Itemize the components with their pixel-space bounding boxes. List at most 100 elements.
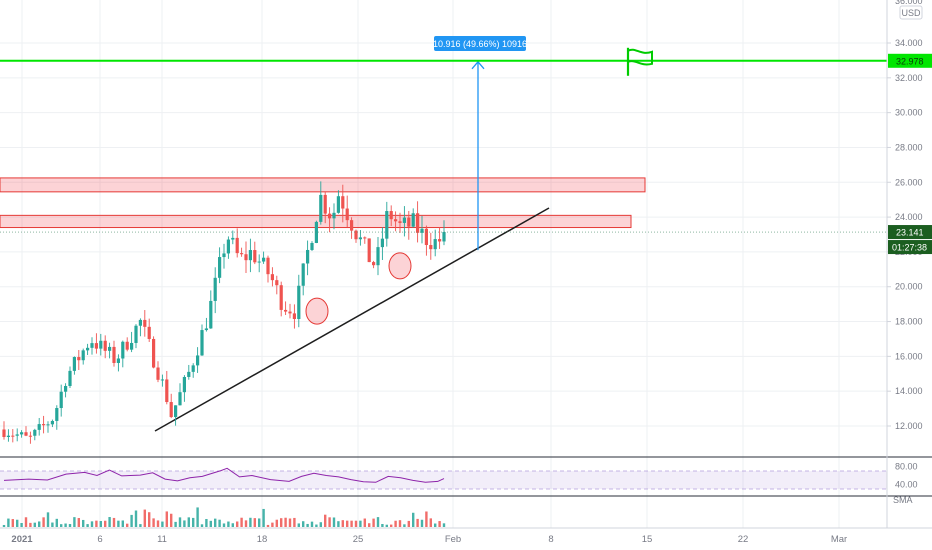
price-tags: 32.978 23.141 01:27:38: [888, 53, 932, 255]
candle-body: [284, 309, 288, 312]
volume-bar: [293, 517, 296, 527]
indicator-panes: [0, 456, 932, 529]
price-tick-label: 18.000: [895, 317, 923, 327]
candle-body: [116, 358, 120, 363]
volume-bar: [280, 518, 283, 527]
candle: [394, 211, 398, 232]
volume-bar: [346, 520, 349, 527]
candle: [398, 212, 402, 233]
candle: [174, 405, 178, 426]
volume-bar: [20, 522, 23, 527]
candle-body: [270, 274, 274, 281]
candle: [178, 383, 182, 406]
candle: [350, 217, 354, 239]
volume-bar: [126, 523, 129, 527]
volume-bar: [258, 518, 261, 527]
volume-bar: [214, 518, 217, 527]
candle-body: [240, 253, 244, 255]
volume-bar: [394, 520, 397, 527]
volume-bar: [275, 519, 278, 527]
candle-body: [420, 228, 424, 233]
candle: [213, 267, 217, 314]
candle: [165, 370, 169, 405]
candle-body: [196, 355, 200, 366]
candle: [191, 363, 195, 378]
currency-box: [899, 5, 923, 20]
candle: [15, 428, 19, 442]
candle: [336, 190, 340, 214]
time-tick-label: 8: [548, 534, 553, 545]
candle: [147, 318, 151, 342]
candle-body: [20, 432, 24, 435]
candle: [20, 430, 24, 438]
candle-body: [336, 196, 340, 213]
volume-bar: [90, 521, 94, 527]
candle-body: [121, 341, 125, 359]
volume-bar: [60, 524, 63, 527]
candle-body: [354, 230, 358, 240]
candle: [433, 229, 437, 257]
candle: [94, 333, 98, 354]
volume-bar: [86, 524, 89, 527]
candle-body: [108, 346, 112, 351]
candle: [143, 310, 147, 337]
candle: [42, 415, 46, 434]
candle: [257, 254, 261, 273]
resistance-zones: [0, 177, 646, 229]
candle: [218, 247, 222, 284]
candle-body: [134, 325, 138, 343]
volume-bar: [438, 521, 441, 527]
candle: [266, 255, 270, 283]
candle-body: [165, 379, 169, 403]
candle-body: [398, 221, 402, 223]
candle-body: [376, 247, 380, 266]
time-tick-label: 6: [97, 534, 102, 545]
candle: [116, 354, 120, 372]
candle: [134, 324, 138, 349]
candle-body: [81, 350, 85, 361]
ascending-trendline: [154, 207, 550, 432]
candle: [28, 431, 32, 444]
candle: [235, 228, 239, 258]
candle-body: [125, 341, 129, 350]
candle-body: [248, 250, 252, 261]
candle-body: [218, 257, 222, 278]
candle: [156, 361, 160, 383]
candle: [121, 340, 125, 368]
candle-body: [28, 435, 32, 437]
volume-bar: [236, 521, 239, 527]
candle: [125, 337, 129, 352]
candle: [389, 205, 393, 227]
candle: [385, 201, 389, 247]
candle: [306, 240, 310, 276]
candle-body: [407, 217, 411, 227]
candle: [380, 227, 384, 260]
candle: [138, 318, 142, 337]
volume-bar: [319, 522, 322, 527]
chart-grid: [0, 0, 887, 528]
candle-body: [174, 405, 178, 418]
flag-icon: [626, 47, 653, 76]
candle-body: [306, 249, 310, 264]
volume-bar: [306, 523, 309, 527]
candle: [59, 384, 63, 417]
candle-body: [2, 429, 6, 437]
time-tick-label: 2021: [11, 534, 33, 545]
candle: [204, 317, 208, 332]
time-axis: 2021 6 11 18 25 Feb 8 15 22 Mar: [11, 534, 847, 545]
price-tick-label: 24.000: [895, 212, 923, 222]
volume-bar: [51, 522, 54, 527]
price-axis: 36.000 USD 12.000 14.000 16.000 18.000 20.000 2…: [886, 0, 923, 528]
candle-body: [46, 424, 50, 426]
candle-body: [341, 196, 345, 209]
currency-label: USD: [901, 8, 921, 18]
candle: [328, 207, 332, 233]
candle: [429, 232, 433, 260]
candle: [424, 225, 428, 256]
volume-bar: [16, 519, 19, 527]
candle-body: [187, 371, 191, 377]
candle: [81, 348, 85, 365]
candle-body: [297, 285, 301, 319]
volume-bar: [297, 523, 300, 527]
